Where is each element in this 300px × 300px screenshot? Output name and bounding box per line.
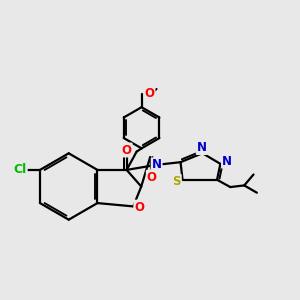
Text: N: N (197, 141, 207, 154)
Text: Cl: Cl (14, 164, 27, 176)
Text: O: O (134, 201, 144, 214)
Text: O: O (147, 171, 157, 184)
Text: O: O (122, 143, 132, 157)
Text: N: N (222, 155, 232, 168)
Text: O: O (145, 87, 154, 100)
Text: N: N (152, 158, 162, 171)
Text: S: S (172, 175, 181, 188)
